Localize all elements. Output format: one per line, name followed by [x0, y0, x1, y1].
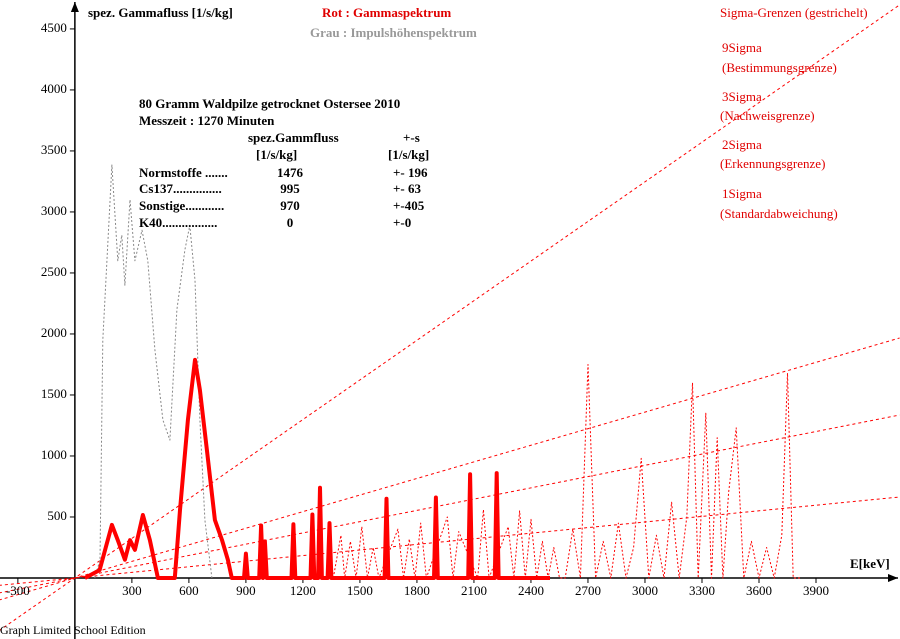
y-tick-label: 4500 — [41, 20, 67, 35]
y-tick-label: 3500 — [41, 142, 67, 157]
x-tick-label: 300 — [122, 583, 142, 598]
info-unit: [1/s/kg] — [256, 147, 297, 162]
footer: Graph Limited School Edition — [0, 623, 146, 637]
series-line — [0, 337, 900, 601]
x-tick-label: 2400 — [518, 583, 544, 598]
x-tick-label: 1500 — [347, 583, 373, 598]
x-tick-label: 600 — [179, 583, 199, 598]
info-cell: +- 196 — [393, 165, 428, 180]
info-cell: +-405 — [393, 198, 425, 213]
series-line — [332, 364, 801, 579]
x-tick-label: 2700 — [575, 583, 601, 598]
series-line — [0, 414, 900, 594]
x-tick-label: 3900 — [803, 583, 829, 598]
info-cell: Sonstige............ — [139, 198, 224, 213]
series-line — [94, 164, 213, 579]
sigma-label: (Erkennungsgrenze) — [720, 156, 825, 171]
y-tick-label: 4000 — [41, 81, 67, 96]
series-line — [83, 357, 550, 580]
info-cell: 0 — [287, 215, 294, 230]
info-title: Messzeit : 1270 Minuten — [139, 113, 275, 128]
sigma-title: Sigma-Grenzen (gestrichelt) — [720, 5, 868, 20]
sigma-label: 1Sigma — [722, 186, 762, 201]
legend-red: Rot : Gammaspektrum — [322, 5, 451, 20]
info-cell: K40................. — [139, 215, 217, 230]
x-tick-label: 3600 — [746, 583, 772, 598]
legend-gray: Grau : Impulshöhenspektrum — [310, 25, 477, 40]
sigma-label: 9Sigma — [722, 40, 762, 55]
info-rows: Normstoffe ....... 1476 +- 196 Cs137.......… — [139, 165, 428, 230]
sigma-label: (Nachweisgrenze) — [720, 108, 815, 123]
info-title: 80 Gramm Waldpilze getrocknet Ostersee 2… — [139, 96, 400, 111]
info-cell: Cs137............... — [139, 181, 222, 196]
x-axis-title: E[keV] — [850, 556, 890, 571]
y-tick-label: 3000 — [41, 203, 67, 218]
x-tick-label: 900 — [236, 583, 256, 598]
info-cell: +- 63 — [393, 181, 421, 196]
info-cell: 970 — [280, 198, 300, 213]
sigma-label: (Bestimmungsgrenze) — [722, 60, 837, 75]
info-cell: 995 — [280, 181, 300, 196]
x-tick-label: 1200 — [290, 583, 316, 598]
y-tick-label: 1500 — [41, 386, 67, 401]
info-header: +-s — [403, 130, 420, 145]
x-tick-label: 3300 — [689, 583, 715, 598]
info-cell: +-0 — [393, 215, 411, 230]
y-axis-title: spez. Gammafluss [1/s/kg] — [88, 5, 233, 20]
sigma-label: 3Sigma — [722, 89, 762, 104]
x-tick-label: 2100 — [461, 583, 487, 598]
info-cell: Normstoffe ....... — [139, 165, 228, 180]
x-tick-label: 3000 — [632, 583, 658, 598]
y-tick-label: 1000 — [41, 447, 67, 462]
series-line — [0, 4, 900, 631]
y-tick-label: 2500 — [41, 264, 67, 279]
info-header: spez.Gammfluss — [248, 130, 339, 145]
sigma-label: 2Sigma — [722, 137, 762, 152]
info-cell: 1476 — [277, 165, 304, 180]
x-tick-label: -300 — [6, 583, 30, 598]
y-tick-label: 2000 — [41, 325, 67, 340]
info-unit: [1/s/kg] — [388, 147, 429, 162]
x-axis-arrow — [888, 573, 898, 582]
sigma-label: (Standardabweichung) — [720, 206, 838, 221]
x-tick-label: 1800 — [404, 583, 430, 598]
y-axis-arrow — [70, 2, 79, 12]
y-tick-label: 500 — [47, 508, 67, 523]
